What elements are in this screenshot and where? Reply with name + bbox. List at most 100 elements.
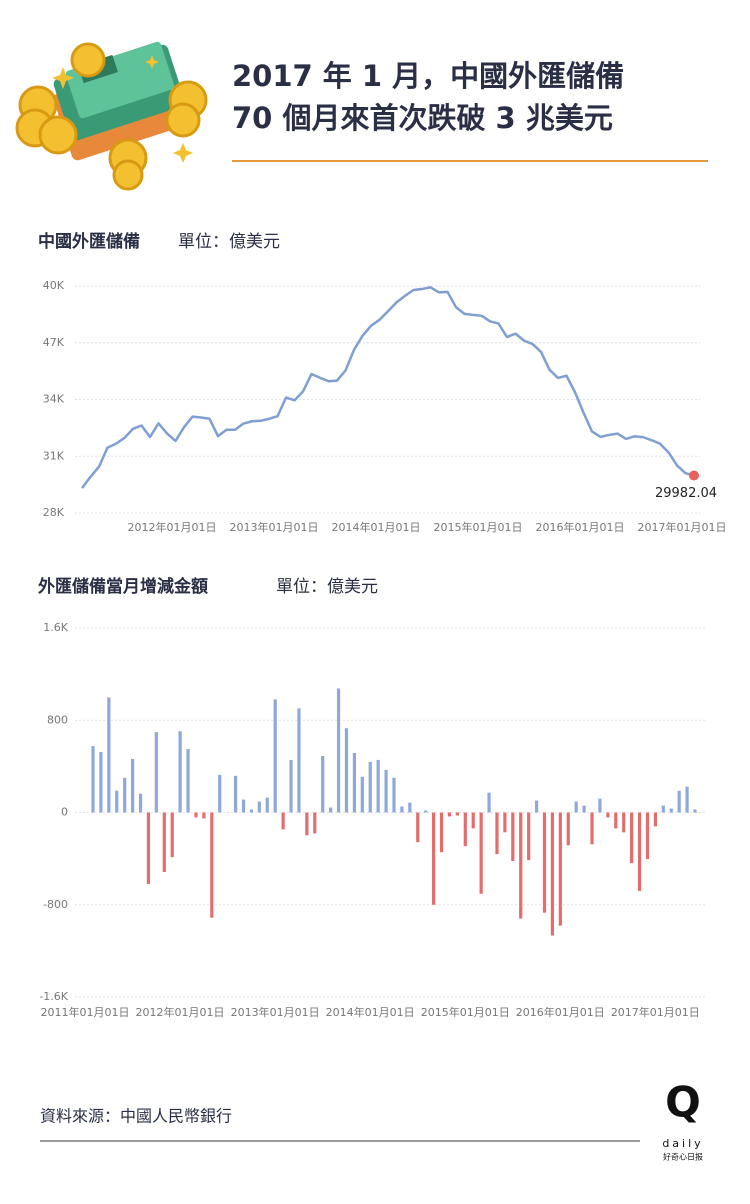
bar (630, 812, 634, 864)
chart-subtitle: 單位：億美元 (276, 577, 378, 597)
bar (329, 807, 333, 813)
bar (233, 775, 238, 813)
y-tick-label: 40K (43, 279, 65, 292)
x-tick-label: 2014年01月01日 (332, 520, 421, 534)
bar (91, 746, 95, 813)
bar (115, 790, 119, 813)
bar (400, 806, 404, 813)
bar (582, 805, 586, 813)
bar (432, 812, 436, 905)
bar (305, 812, 309, 836)
bar (503, 812, 507, 833)
value-label: 29982.04 (655, 486, 717, 501)
bar (321, 755, 325, 813)
bar (558, 812, 562, 926)
bar (574, 801, 578, 813)
x-tick-label: 2017年01月01日 (638, 520, 727, 534)
bar (693, 809, 697, 813)
bar (645, 812, 650, 860)
bar (424, 810, 428, 813)
y-tick-label: 47K (43, 336, 65, 349)
x-tick-label: 2017年01月01日 (611, 1005, 700, 1019)
y-tick-label: 0 (61, 806, 68, 819)
bar (653, 812, 657, 827)
chart-title: 外匯儲備當月增減金額 (38, 576, 208, 597)
bar (131, 758, 135, 813)
bar (146, 812, 151, 884)
bar (178, 731, 182, 813)
bar (99, 751, 103, 813)
logo: Q (665, 1078, 701, 1127)
bar (614, 812, 618, 829)
bar (376, 759, 380, 813)
bar (416, 812, 420, 843)
y-tick-label: -800 (43, 898, 68, 911)
bar (471, 812, 475, 829)
bar (392, 777, 396, 813)
x-tick-label: 2011年01月01日 (41, 1005, 130, 1019)
bar (550, 812, 555, 936)
bar (463, 812, 467, 847)
bar (534, 800, 539, 813)
title-line: 70 個月來首次跌破 3 兆美元 (232, 101, 613, 135)
bar (677, 790, 681, 813)
bar (606, 812, 610, 818)
bar (154, 732, 158, 813)
bar (202, 812, 206, 819)
bar (297, 708, 301, 813)
bar (170, 812, 174, 858)
bar (194, 812, 198, 818)
bar (107, 697, 111, 813)
logo-word: daily (662, 1137, 703, 1150)
x-tick-label: 2012年01月01日 (128, 520, 217, 534)
y-tick-label: 31K (43, 449, 65, 462)
bar (455, 812, 459, 816)
logo-sub: 好奇心日报 (663, 1152, 703, 1162)
chart-title: 中國外匯儲備 (38, 231, 140, 252)
bar (360, 776, 364, 813)
bar (527, 812, 531, 861)
x-tick-label: 2015年01月01日 (421, 1005, 510, 1019)
y-tick-label: -1.6K (39, 990, 68, 1003)
bar (511, 812, 515, 862)
bar (519, 812, 523, 919)
bar (249, 809, 254, 813)
bar (257, 801, 261, 813)
bar (384, 769, 388, 813)
bar (598, 798, 602, 813)
x-tick-label: 2015年01月01日 (434, 520, 523, 534)
x-tick-label: 2016年01月01日 (516, 1005, 605, 1019)
bar (566, 812, 570, 846)
title-line: 2017 年 1 月，中國外匯儲備 (232, 59, 624, 93)
bar (669, 808, 673, 813)
bar (186, 749, 190, 813)
x-tick-label: 2012年01月01日 (136, 1005, 225, 1019)
bar (542, 812, 547, 913)
bar (637, 812, 642, 891)
bar (447, 812, 452, 817)
bar (495, 812, 499, 855)
bar (289, 759, 293, 813)
bar (241, 799, 246, 813)
bar (281, 812, 285, 830)
bar (661, 805, 665, 813)
line (81, 286, 695, 489)
bar (265, 797, 269, 813)
bar (352, 752, 356, 813)
bar (685, 786, 689, 813)
bar (123, 777, 127, 813)
bar (138, 793, 143, 813)
chart-subtitle: 單位：億美元 (178, 232, 280, 252)
money-icon (15, 41, 208, 191)
bar (313, 812, 317, 834)
x-tick-label: 2013年01月01日 (231, 1005, 320, 1019)
bar (479, 812, 483, 894)
x-tick-label: 2014年01月01日 (326, 1005, 415, 1019)
bar (368, 761, 372, 813)
bar (218, 774, 222, 813)
bar (487, 792, 491, 813)
y-tick-label: 34K (43, 393, 65, 406)
x-tick-label: 2016年01月01日 (536, 520, 625, 534)
y-tick-label: 800 (47, 713, 68, 726)
